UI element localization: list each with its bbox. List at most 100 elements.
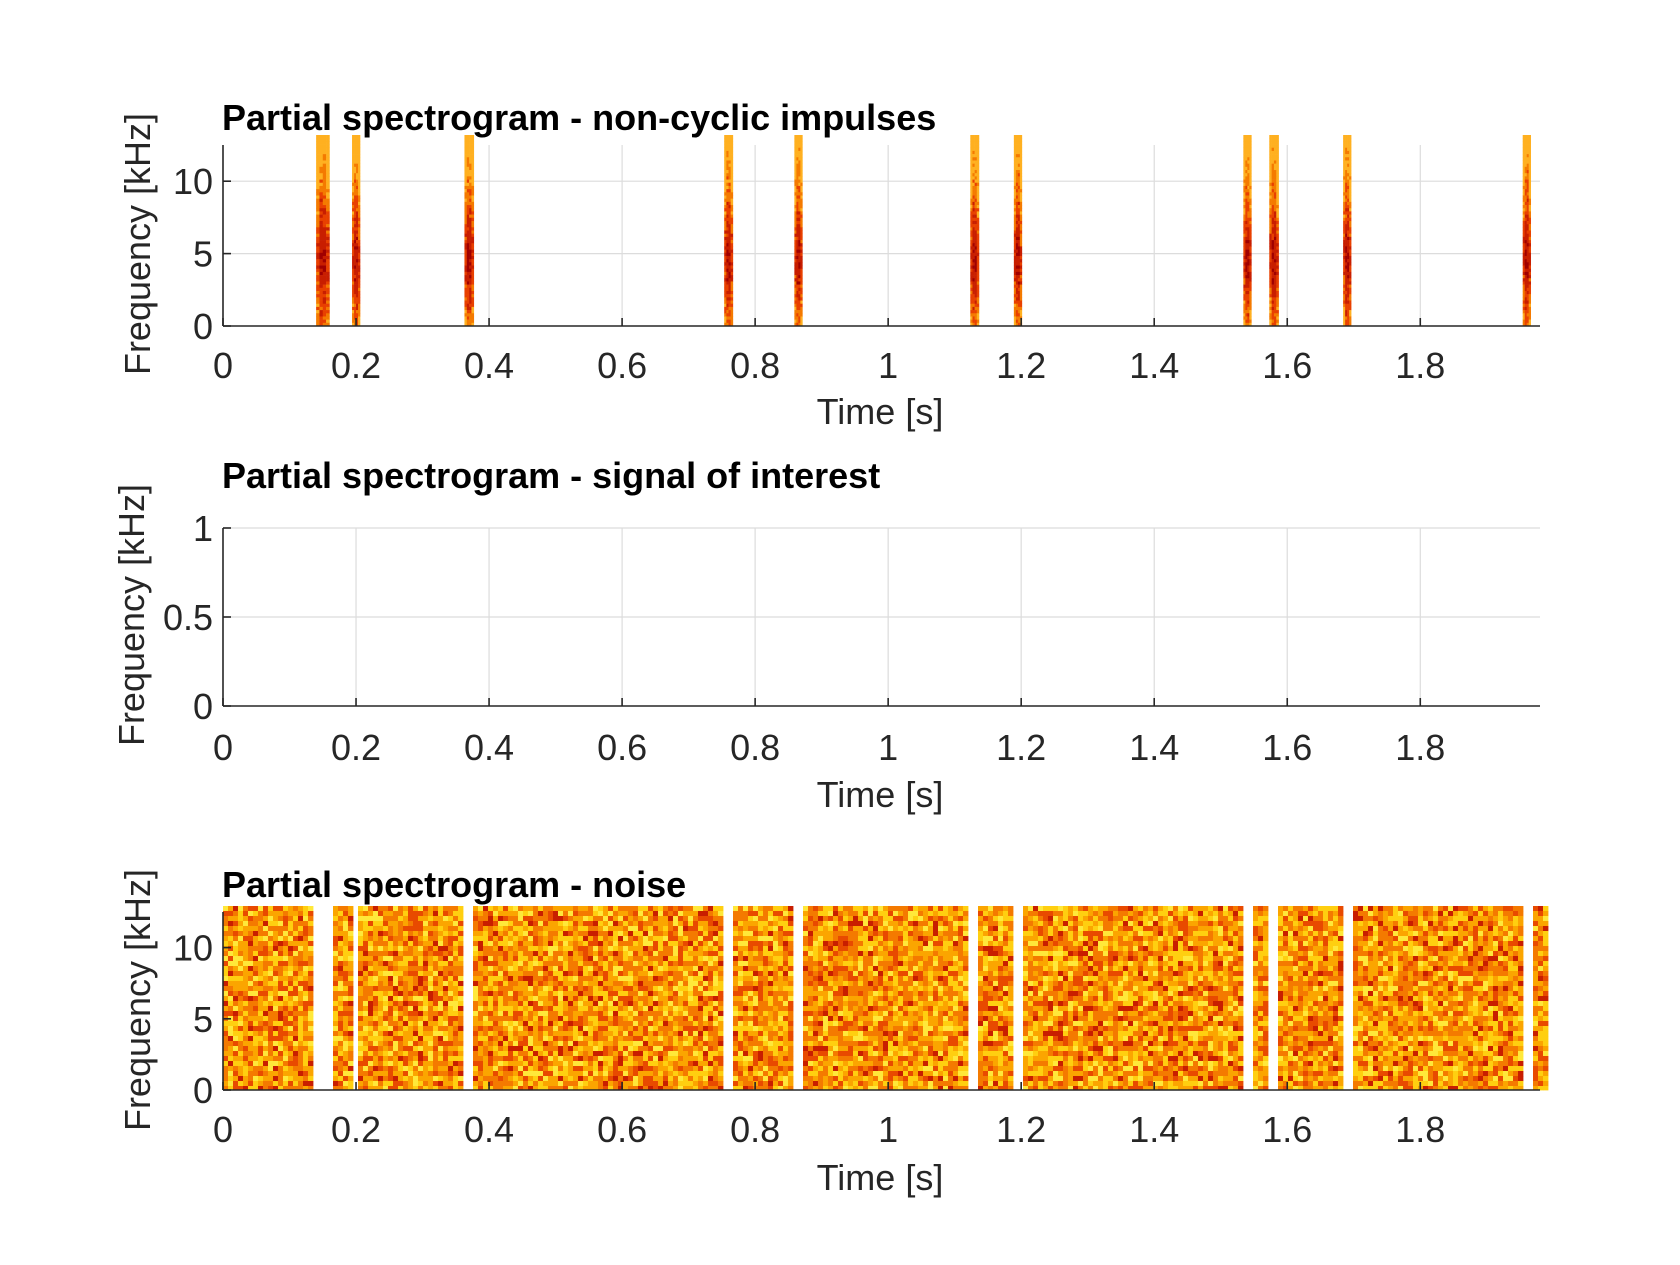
impulse-cell <box>1345 250 1347 253</box>
impulse-cell <box>356 151 358 154</box>
impulse-cell <box>356 145 358 148</box>
impulse-cell <box>977 297 979 300</box>
impulse-cell <box>1274 291 1277 294</box>
noise-cell <box>453 991 458 996</box>
impulse-cell <box>326 154 330 157</box>
noise-cell <box>493 936 498 941</box>
noise-cell <box>228 1011 233 1016</box>
noise-cell <box>473 966 478 971</box>
impulse-cell <box>464 192 467 195</box>
noise-cell <box>418 1031 423 1036</box>
impulse-cell <box>975 148 977 151</box>
noise-cell <box>553 916 558 921</box>
impulse-cell <box>1016 240 1018 243</box>
noise-cell <box>273 1056 278 1061</box>
noise-cell <box>283 1066 288 1071</box>
noise-cell <box>378 1016 383 1021</box>
impulse-cell <box>1529 243 1531 246</box>
noise-cell <box>513 1076 518 1081</box>
noise-cell <box>473 956 478 961</box>
impulse-cell <box>972 285 974 288</box>
noise-cell <box>373 1026 378 1031</box>
impulse-cell <box>1345 202 1347 205</box>
impulse-cell <box>1523 164 1525 167</box>
impulse-cell <box>1527 148 1529 151</box>
impulse-cell <box>726 224 728 227</box>
impulse-cell <box>798 215 800 218</box>
noise-cell <box>528 961 533 966</box>
impulse-cell <box>1527 224 1529 227</box>
impulse-cell <box>354 199 356 202</box>
impulse-cell <box>1269 205 1272 208</box>
noise-cell <box>473 911 478 916</box>
noise-cell <box>248 1041 253 1046</box>
impulse-cell <box>469 243 472 246</box>
noise-cell <box>273 1011 278 1016</box>
noise-cell <box>298 1061 303 1066</box>
impulse-cell <box>1276 227 1279 230</box>
impulse-cell <box>1343 266 1345 269</box>
impulse-cell <box>464 269 467 272</box>
noise-cell <box>503 916 508 921</box>
impulse-cell <box>1274 189 1277 192</box>
noise-cell <box>553 1051 558 1056</box>
noise-cell <box>373 961 378 966</box>
noise-cell <box>403 961 408 966</box>
noise-cell <box>268 941 273 946</box>
impulse-cell <box>1523 307 1525 310</box>
impulse-cell <box>724 266 726 269</box>
impulse-cell <box>316 240 320 243</box>
impulse-cell <box>316 189 320 192</box>
impulse-cell <box>1345 310 1347 313</box>
impulse-cell <box>1269 227 1272 230</box>
noise-cell <box>343 1031 348 1036</box>
impulse-cell <box>1245 237 1247 240</box>
impulse-cell <box>469 199 472 202</box>
noise-cell <box>348 946 353 951</box>
impulse-cell <box>1249 243 1251 246</box>
impulse-cell <box>1018 301 1020 304</box>
noise-cell <box>413 911 418 916</box>
impulse-cell <box>356 246 358 249</box>
noise-cell <box>308 1046 313 1051</box>
impulse-cell <box>352 250 354 253</box>
noise-cell <box>393 1051 398 1056</box>
impulse-cell <box>1243 135 1245 138</box>
impulse-cell <box>356 189 358 192</box>
noise-cell <box>553 1041 558 1046</box>
impulse-cell <box>352 205 354 208</box>
impulse-cell <box>326 176 330 179</box>
noise-cell <box>333 1036 338 1041</box>
noise-cell <box>533 1046 538 1051</box>
impulse-cell <box>731 291 733 294</box>
noise-cell <box>358 1061 363 1066</box>
impulse-cell <box>726 294 728 297</box>
impulse-cell <box>972 176 974 179</box>
noise-cell <box>433 906 438 911</box>
noise-cell <box>523 1081 528 1086</box>
impulse-cell <box>1274 183 1277 186</box>
noise-cell <box>298 1081 303 1086</box>
impulse-cell <box>1249 231 1251 234</box>
noise-cell <box>383 1041 388 1046</box>
impulse-cell <box>1347 173 1349 176</box>
noise-cell <box>448 986 453 991</box>
impulse-cell <box>1345 237 1347 240</box>
noise-cell <box>408 951 413 956</box>
noise-cell <box>483 916 488 921</box>
impulse-cell <box>316 154 320 157</box>
impulse-cell <box>1345 301 1347 304</box>
noise-cell <box>348 936 353 941</box>
impulse-cell <box>354 237 356 240</box>
impulse-cell <box>356 297 358 300</box>
impulse-cell <box>1249 310 1251 313</box>
noise-cell <box>263 951 268 956</box>
impulse-cell <box>326 167 330 170</box>
impulse-cell <box>798 138 800 141</box>
noise-cell <box>503 926 508 931</box>
noise-cell <box>498 1061 503 1066</box>
impulse-cell <box>326 151 330 154</box>
impulse-cell <box>977 221 979 224</box>
noise-cell <box>363 1011 368 1016</box>
noise-cell <box>433 911 438 916</box>
